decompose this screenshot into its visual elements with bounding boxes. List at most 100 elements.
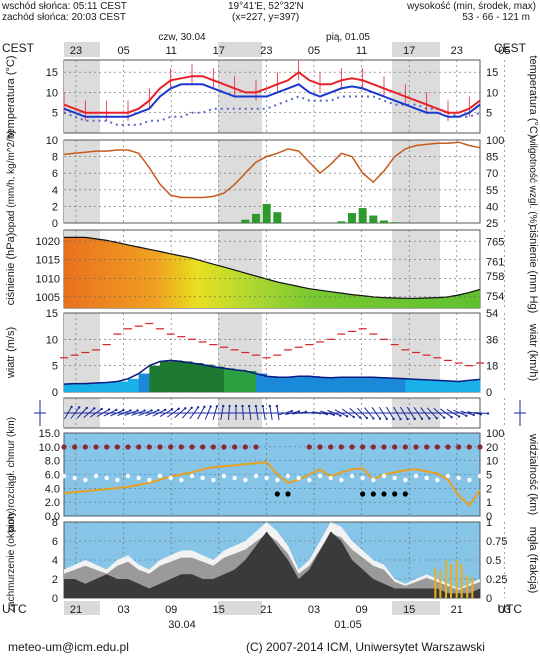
wind-dir-arrow xyxy=(446,409,460,417)
wind-dir-arrowhead xyxy=(170,408,174,411)
cloud-base-dot xyxy=(125,473,131,479)
wind-dir-arrow xyxy=(220,406,224,420)
y-tick-right: 85 xyxy=(486,152,498,164)
cloud-base-dot xyxy=(467,477,472,483)
wind-dir-arrowhead xyxy=(157,408,160,412)
wind-dir-arrow xyxy=(83,408,95,418)
wind-dir-arrow xyxy=(248,405,252,421)
wind-dir-arrowhead xyxy=(268,404,272,408)
wind-dir-arrowhead xyxy=(209,405,212,408)
y-axis-label-left: zachmurzenie (oktanty) xyxy=(6,508,17,612)
wind-dir-arrowhead xyxy=(385,417,388,421)
low-cloud-dot xyxy=(285,491,291,497)
y-tick-right: 10 xyxy=(486,456,498,468)
wind-dir-arrowhead xyxy=(196,406,200,409)
wind-dir-arrowhead xyxy=(332,413,335,417)
wind-speed-line xyxy=(63,359,481,385)
wind-speed-bar xyxy=(469,380,481,392)
feels-like-line xyxy=(63,83,481,118)
low-cloud-dot xyxy=(381,491,387,497)
cloud-top-dot xyxy=(360,444,366,450)
sunrise-text: wschód słońca: 05:11 CEST xyxy=(2,1,127,12)
night-band xyxy=(392,140,440,223)
wind-speed-bar xyxy=(352,377,364,392)
wind-speed-bar xyxy=(256,373,268,392)
wind-dir-arrowhead xyxy=(241,404,244,408)
wind-speed-bar xyxy=(298,376,310,392)
wind-speed-bar xyxy=(330,377,342,392)
y-tick-left: 15 xyxy=(46,308,58,320)
wind-dir-arrowhead xyxy=(93,407,96,410)
tz-top-label-right: CEST xyxy=(494,41,527,55)
y-tick-left: 4 xyxy=(52,185,58,197)
wind-dir-arrowhead xyxy=(442,416,446,419)
wind-speed-bar xyxy=(234,369,246,392)
wind-speed-bar xyxy=(138,373,150,392)
wind-dir-arrow xyxy=(349,408,361,418)
wind-dir-arrow xyxy=(212,406,218,420)
footer-email[interactable]: meteo-um@icm.edu.pl xyxy=(8,640,129,654)
wind-dir-arrow xyxy=(241,405,245,421)
hour-tick-top: 11 xyxy=(165,45,176,57)
wind-speed-bar xyxy=(106,382,118,392)
wind-dir-arrow xyxy=(334,409,348,417)
cloud-base-dot xyxy=(232,475,237,481)
hour-tick-top: 23 xyxy=(260,45,272,57)
wind-dir-arrow xyxy=(174,407,186,419)
wind-dir-arrow xyxy=(103,409,117,417)
cloud-top-dot xyxy=(189,444,195,450)
wind-dir-arrowhead xyxy=(247,404,251,408)
wind-dir-arrow xyxy=(197,406,205,420)
y-tick-left: 1015 xyxy=(36,255,60,267)
cloud-top-dot xyxy=(349,444,355,450)
low-cloud-dot xyxy=(360,491,366,497)
wind-speed-bar xyxy=(309,376,321,392)
hour-tick-bottom: 15 xyxy=(403,604,415,616)
wind-dir-arrowhead xyxy=(70,405,73,409)
y-tick-right: 20 xyxy=(486,442,498,454)
y-axis-label-right: wilgotność wzgl. (%) xyxy=(527,135,538,227)
y-tick-left: 2.0 xyxy=(45,497,60,509)
wind-dir-arrow xyxy=(117,410,131,416)
wind-speed-bar xyxy=(202,364,214,392)
y-tick-left: 10.0 xyxy=(39,442,60,454)
wind-dir-arrow xyxy=(413,406,423,420)
cloud-top-dot xyxy=(125,444,131,450)
cloud-top-dot xyxy=(232,444,238,450)
wind-dir-arrow xyxy=(467,411,481,415)
y-axis-label-right: mgła (frakcja) xyxy=(527,527,539,594)
wind-dir-arrowhead xyxy=(406,417,409,421)
cloud-top-dot xyxy=(445,444,451,450)
wind-dir-arrow xyxy=(305,412,321,414)
y-tick-right: 0 xyxy=(486,387,492,399)
hour-tick-bottom: 03 xyxy=(498,604,510,616)
wind-speed-bar xyxy=(437,380,449,392)
wind-dir-arrow xyxy=(371,406,381,420)
y-tick-left: 1010 xyxy=(36,273,60,285)
wind-dir-arrow xyxy=(320,410,334,416)
cloud-base-dot xyxy=(285,473,291,479)
cloud-top-dot xyxy=(61,444,67,450)
cloud-top-dot xyxy=(157,444,163,450)
y-axis-label-right: widzialność (km) xyxy=(527,433,539,515)
hour-tick-top: 05 xyxy=(117,45,129,57)
cloud-top-dot xyxy=(136,444,142,450)
wind-dir-arrow xyxy=(110,409,124,417)
wind-dir-arrowhead xyxy=(399,417,402,421)
y-tick-left: 10 xyxy=(46,135,58,147)
night-band-top xyxy=(64,42,100,57)
wind-speed-bar xyxy=(181,361,193,392)
cloud-base-dot xyxy=(456,475,461,481)
hour-tick-top: 17 xyxy=(403,45,415,57)
y-tick-left: 10 xyxy=(46,334,58,346)
wind-dir-arrowhead xyxy=(479,413,483,416)
y-tick-right: 0.25 xyxy=(486,574,507,586)
tz-bottom-label: UTC xyxy=(2,602,27,616)
wind-speed-bar xyxy=(192,363,204,392)
wind-dir-arrow xyxy=(76,407,88,419)
wind-speed-bar xyxy=(341,377,353,392)
wind-dir-arrow xyxy=(131,410,145,416)
night-band-bottom xyxy=(64,601,100,615)
y-tick-right: 5 xyxy=(486,470,492,482)
cloud-base-dot xyxy=(136,475,141,481)
